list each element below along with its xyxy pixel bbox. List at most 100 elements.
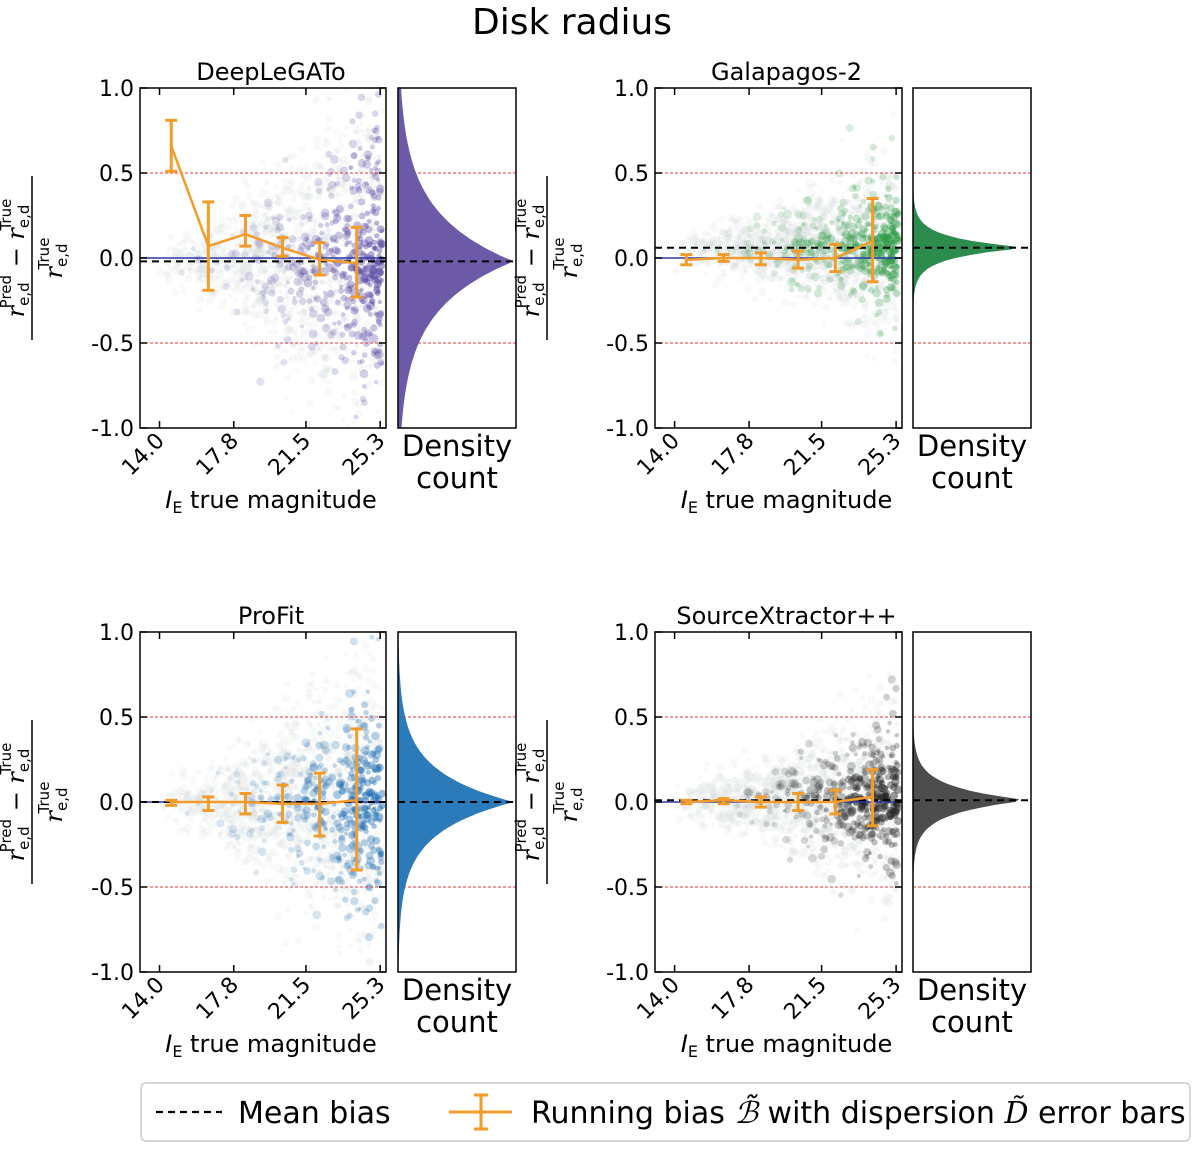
x-axis-label-sub: E <box>172 1042 182 1061</box>
y-axis-label-part: True <box>0 743 15 776</box>
density-label-line1: Density <box>917 973 1027 1007</box>
legend-error-bars-text: error bars <box>1029 1096 1186 1131</box>
running-bias-point <box>871 239 875 243</box>
running-bias-point <box>281 246 285 250</box>
y-axis-label-numerator: re,dPred − re,dTrue <box>512 199 548 318</box>
running-bias-point <box>206 244 210 248</box>
y-axis-label-part: r <box>555 265 583 278</box>
y-tick-label: -0.5 <box>606 332 649 357</box>
running-bias-point <box>169 800 173 804</box>
running-bias-line <box>686 795 873 804</box>
y-axis-label-part: True <box>0 199 15 232</box>
x-axis-label-i: I <box>681 486 688 514</box>
x-tick-label: 21.5 <box>264 429 316 481</box>
y-tick-label: 0.5 <box>99 706 134 731</box>
y-axis-label-part: e,d <box>530 205 548 229</box>
panel-1: 1.00.50.0-0.5-1.014.0 17.8 21.5 25.3Galapag… <box>512 58 1032 517</box>
legend-with-dispersion-text: with dispersion <box>758 1096 1004 1131</box>
y-tick-label: 0.0 <box>99 247 134 272</box>
running-bias-point <box>318 802 322 806</box>
density-cloud <box>158 632 386 972</box>
y-axis-label-part: True <box>512 743 530 776</box>
x-axis-label: IE true magnitude <box>681 1030 893 1061</box>
error-bar <box>202 795 215 812</box>
y-tick-label: 1.0 <box>99 77 134 102</box>
y-axis-label-part: e,d <box>53 787 71 811</box>
y-axis-label-numerator: re,dPred − re,dTrue <box>0 743 33 862</box>
error-bar <box>239 792 252 816</box>
running-bias-point <box>355 261 359 265</box>
running-bias-point <box>684 258 688 262</box>
hist-frame <box>912 87 1032 429</box>
panel-title: ProFit <box>238 602 304 630</box>
x-axis-label: IE true magnitude <box>165 1030 377 1061</box>
y-tick-label: -1.0 <box>606 417 649 442</box>
x-tick-label: 25.3 <box>854 429 906 481</box>
density-label-line2: count <box>931 461 1013 495</box>
y-tick-label: 1.0 <box>614 77 649 102</box>
x-tick-label: 25.3 <box>338 973 390 1025</box>
y-axis-label-part: Pred <box>0 275 15 308</box>
running-bias-point <box>281 802 285 806</box>
legend-b-symbol: ℬ̃ <box>734 1094 760 1131</box>
running-bias-line <box>686 239 874 261</box>
y-axis-label-part: − <box>2 240 30 275</box>
y-axis-label-part: r <box>517 227 545 240</box>
y-axis-label-part: r <box>40 809 68 822</box>
panel-3: 1.00.50.0-0.5-1.014.0 17.8 21.5 25.3SourceX… <box>512 602 1032 1061</box>
density-label-line2: count <box>416 1005 498 1039</box>
y-axis-label-denominator: re,dTrue <box>35 238 71 279</box>
y-axis-label-part: e,d <box>15 205 33 229</box>
y-axis-label-part: e,d <box>530 749 548 773</box>
y-axis-label-numerator: re,dPred − re,dTrue <box>512 743 548 862</box>
legend-mean-bias-label: Mean bias <box>238 1096 391 1131</box>
x-axis-label: IE true magnitude <box>681 486 893 517</box>
density-cloud <box>671 110 902 366</box>
error-bar <box>239 214 252 248</box>
y-axis-label-part: Pred <box>0 819 15 852</box>
running-bias-point <box>759 256 763 260</box>
legend-running-bias-swatch <box>449 1093 512 1131</box>
y-axis-label-part: r <box>517 771 545 784</box>
y-axis-label-part: r <box>2 771 30 784</box>
y-axis-label-part: − <box>2 784 30 819</box>
y-axis-label-part: e,d <box>530 826 548 850</box>
running-bias-point <box>833 256 837 260</box>
y-axis-label-part: e,d <box>530 282 548 306</box>
x-tick-label: 25.3 <box>854 973 906 1025</box>
running-bias-line <box>170 145 357 265</box>
legend-d-symbol: D̃ <box>1003 1096 1028 1131</box>
x-axis-label-rest: true magnitude <box>698 486 892 514</box>
y-axis-label-part: − <box>517 784 545 819</box>
y-tick-label: -1.0 <box>91 417 134 442</box>
running-bias-point <box>833 800 837 804</box>
y-tick-label: 0.5 <box>614 706 649 731</box>
running-bias-point <box>684 800 688 804</box>
running-bias-point <box>243 232 247 236</box>
y-axis-label-part: r <box>40 265 68 278</box>
legend-running-bias-label: Running bias ℬ̃ with dispersion D̃ error… <box>531 1094 1186 1131</box>
y-axis-label-part: e,d <box>568 787 586 811</box>
y-axis-label-part: r <box>2 227 30 240</box>
x-tick-label: 17.8 <box>707 429 759 481</box>
x-axis-label-rest: true magnitude <box>182 1030 376 1058</box>
y-axis-label-part: r <box>2 304 30 317</box>
y-axis-label-part: True <box>550 782 568 815</box>
y-axis-label-part: e,d <box>15 826 33 850</box>
x-tick-label: 17.8 <box>707 973 759 1025</box>
density-histogram <box>398 632 514 972</box>
y-axis-label-part: True <box>35 238 53 271</box>
y-axis-label-part: True <box>35 782 53 815</box>
y-axis-label-part: r <box>555 809 583 822</box>
y-axis-label-denominator: re,dTrue <box>550 238 586 279</box>
panel-title: Galapagos-2 <box>711 58 862 86</box>
y-tick-label: 0.5 <box>99 162 134 187</box>
y-tick-label: 0.0 <box>614 247 649 272</box>
x-axis-label-sub: E <box>688 1042 698 1061</box>
x-axis-label-rest: true magnitude <box>698 1030 892 1058</box>
x-tick-label: 21.5 <box>264 973 316 1025</box>
density-histogram <box>913 632 1020 972</box>
density-cloud <box>672 670 902 934</box>
running-bias-line <box>171 799 357 805</box>
